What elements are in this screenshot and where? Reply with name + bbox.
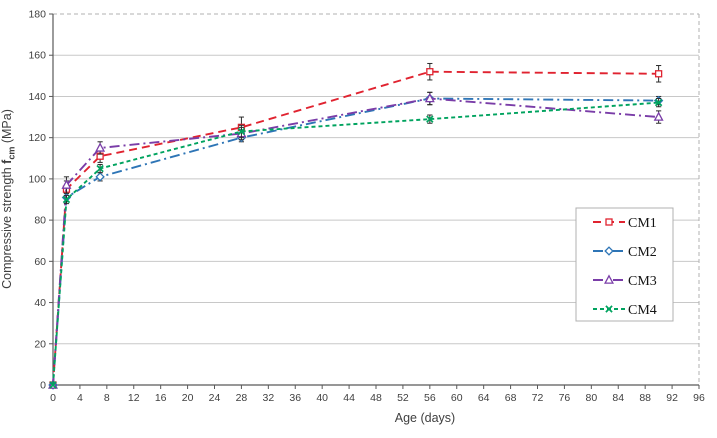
x-tick-label: 96	[693, 392, 705, 404]
legend-item-cm4: CM4	[593, 303, 657, 318]
cm1-line	[52, 70, 659, 386]
legend-sample-marker	[605, 218, 613, 226]
x-tick-label: 92	[666, 392, 678, 404]
x-tick-label: 80	[585, 392, 597, 404]
x-tick-label: 56	[424, 392, 436, 404]
legend: CM1 CM2 CM3 CM4	[575, 207, 674, 322]
y-axis-symbol: f	[0, 159, 14, 164]
cm3-line	[52, 97, 659, 386]
cm1-marker	[426, 68, 434, 76]
y-tick-label: 60	[34, 256, 46, 268]
x-tick-label: 76	[559, 392, 571, 404]
cm4-marker	[654, 98, 663, 107]
cm2-line	[52, 97, 659, 386]
x-tick-label: 84	[612, 392, 624, 404]
gridlines	[53, 13, 700, 385]
x-tick-label: 0	[50, 392, 56, 404]
legend-item-label: CM4	[628, 303, 657, 318]
cm1-marker	[654, 70, 663, 78]
x-tick-label: 44	[343, 392, 355, 404]
series-cm2	[48, 91, 664, 390]
x-tick-label: 52	[397, 392, 409, 404]
y-tick-label: 120	[28, 132, 46, 144]
cm3-marker	[95, 142, 106, 152]
legend-sample-marker	[604, 246, 614, 256]
x-tick-label: 36	[289, 392, 301, 404]
legend-item-label: CM1	[628, 216, 657, 231]
y-tick-label: 160	[28, 50, 46, 62]
x-tick-label: 24	[209, 392, 221, 404]
y-tick-label: 180	[28, 9, 46, 21]
x-tick-label: 28	[236, 392, 248, 404]
cm4-marker	[96, 164, 104, 173]
series-cm4	[49, 98, 663, 389]
cm3-marker	[424, 92, 435, 103]
y-tick-label: 80	[34, 215, 46, 227]
legend-item-label: CM3	[628, 274, 657, 289]
y-tick-label: 20	[34, 338, 46, 350]
x-tick-label: 4	[77, 392, 83, 404]
x-tick-label: 16	[155, 392, 167, 404]
x-axis-title: Age (days)	[394, 411, 456, 425]
cm3-marker	[653, 111, 664, 121]
x-tick-label: 32	[262, 392, 274, 404]
cm4-line	[52, 101, 659, 386]
x-tick-label: 12	[128, 392, 140, 404]
x-tick-label: 68	[505, 392, 517, 404]
y-tick-label: 40	[34, 297, 46, 309]
y-axis-title: Compressive strength fcm (MPa)	[0, 18, 20, 380]
y-tick-label: 0	[40, 380, 46, 392]
cm4-marker	[426, 115, 434, 123]
legend-item-cm1: CM1	[593, 216, 657, 231]
x-tick-label: 40	[316, 392, 328, 404]
y-axis-title-text: Compressive strength	[0, 163, 14, 289]
legend-item-label: CM2	[628, 245, 657, 260]
tick-labels: 0 4 8 12 16 20 24 28 32 36 40 44 48 52 56 60 64 68 72 76 80 8…	[28, 9, 705, 405]
cm4-marker	[62, 195, 71, 204]
x-tick-label: 48	[370, 392, 382, 404]
legend-sample-marker	[605, 305, 613, 313]
x-tick-label: 20	[182, 392, 194, 404]
legend-sample-marker	[604, 274, 614, 284]
axes	[52, 14, 699, 386]
cm3-marker	[61, 179, 72, 189]
legend-item-cm2: CM2	[593, 245, 657, 260]
x-tick-label: 60	[451, 392, 463, 404]
y-axis-symbol-subscript: cm	[6, 146, 17, 160]
y-axis-units: (MPa)	[0, 109, 14, 147]
y-tick-label: 140	[28, 91, 46, 103]
legend-box	[575, 207, 674, 322]
x-tick-label: 88	[639, 392, 651, 404]
x-tick-label: 64	[478, 392, 490, 404]
cm4-marker	[49, 381, 57, 389]
cm2-marker	[95, 172, 105, 182]
x-tick-label: 8	[104, 392, 110, 404]
legend-item-cm3: CM3	[593, 274, 657, 289]
y-tick-label: 100	[28, 173, 46, 185]
cm4-marker	[237, 127, 246, 136]
x-tick-label: 72	[532, 392, 544, 404]
